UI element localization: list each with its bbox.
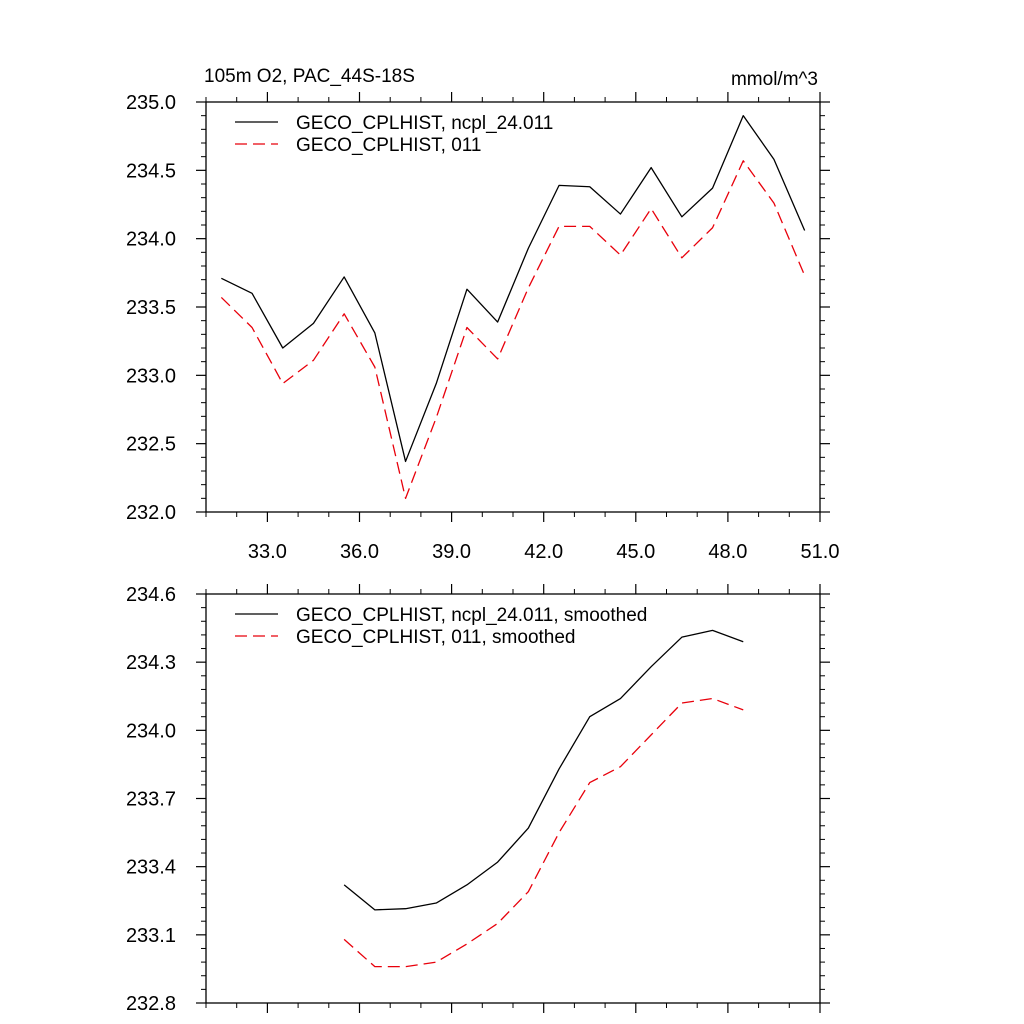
- y-tick-label: 234.0: [126, 720, 176, 742]
- legend-label-1: GECO_CPLHIST, 011: [296, 135, 482, 156]
- y-tick-label: 234.5: [126, 160, 176, 182]
- legend-label-1: GECO_CPLHIST, 011, smoothed: [296, 627, 576, 648]
- chart-bottom: 232.8 233.1 233.4 233.7 234.0 234.3 234.6 GECO_…: [126, 584, 830, 1015]
- x-tick-label: 33.0: [248, 541, 287, 563]
- plot-frame: [205, 593, 821, 1004]
- y-tick-label: 232.0: [126, 502, 176, 524]
- y-tick-label: 233.0: [126, 365, 176, 387]
- x-tick-label: 42.0: [524, 541, 563, 563]
- y-tick-label: 233.1: [126, 925, 176, 947]
- y-tick-label: 234.0: [126, 229, 176, 251]
- y-tick-label: 233.7: [126, 789, 176, 811]
- x-tick-label: 48.0: [708, 541, 747, 563]
- y-tick-label: 235.0: [126, 92, 176, 114]
- series-line-0: [221, 115, 806, 463]
- y-tick-label: 233.5: [126, 297, 176, 319]
- legend-label-0: GECO_CPLHIST, ncpl_24.011: [296, 113, 553, 134]
- chart-title: 105m O2, PAC_44S-18S: [204, 66, 415, 87]
- x-tick-label: 39.0: [432, 541, 471, 563]
- chart-top: 232.0 232.5 233.0 233.5 234.0 234.5 235.0 33.0 3…: [126, 66, 840, 563]
- y-tick-label: 232.8: [126, 993, 176, 1015]
- y-tick-label: 232.5: [126, 434, 176, 456]
- series-line-1: [220, 160, 806, 499]
- y-tick-label: 234.3: [126, 652, 176, 674]
- x-tick-label: 36.0: [340, 541, 379, 563]
- x-tick-label: 51.0: [801, 541, 840, 563]
- legend-label-0: GECO_CPLHIST, ncpl_24.011, smoothed: [296, 605, 647, 626]
- series-line-1: [343, 697, 744, 968]
- series-line-0: [343, 629, 744, 911]
- chart-units: mmol/m^3: [731, 69, 818, 90]
- y-tick-label: 234.6: [126, 584, 176, 606]
- x-tick-label: 45.0: [616, 541, 655, 563]
- y-tick-label: 233.4: [126, 857, 176, 879]
- plot-frame: [205, 101, 821, 513]
